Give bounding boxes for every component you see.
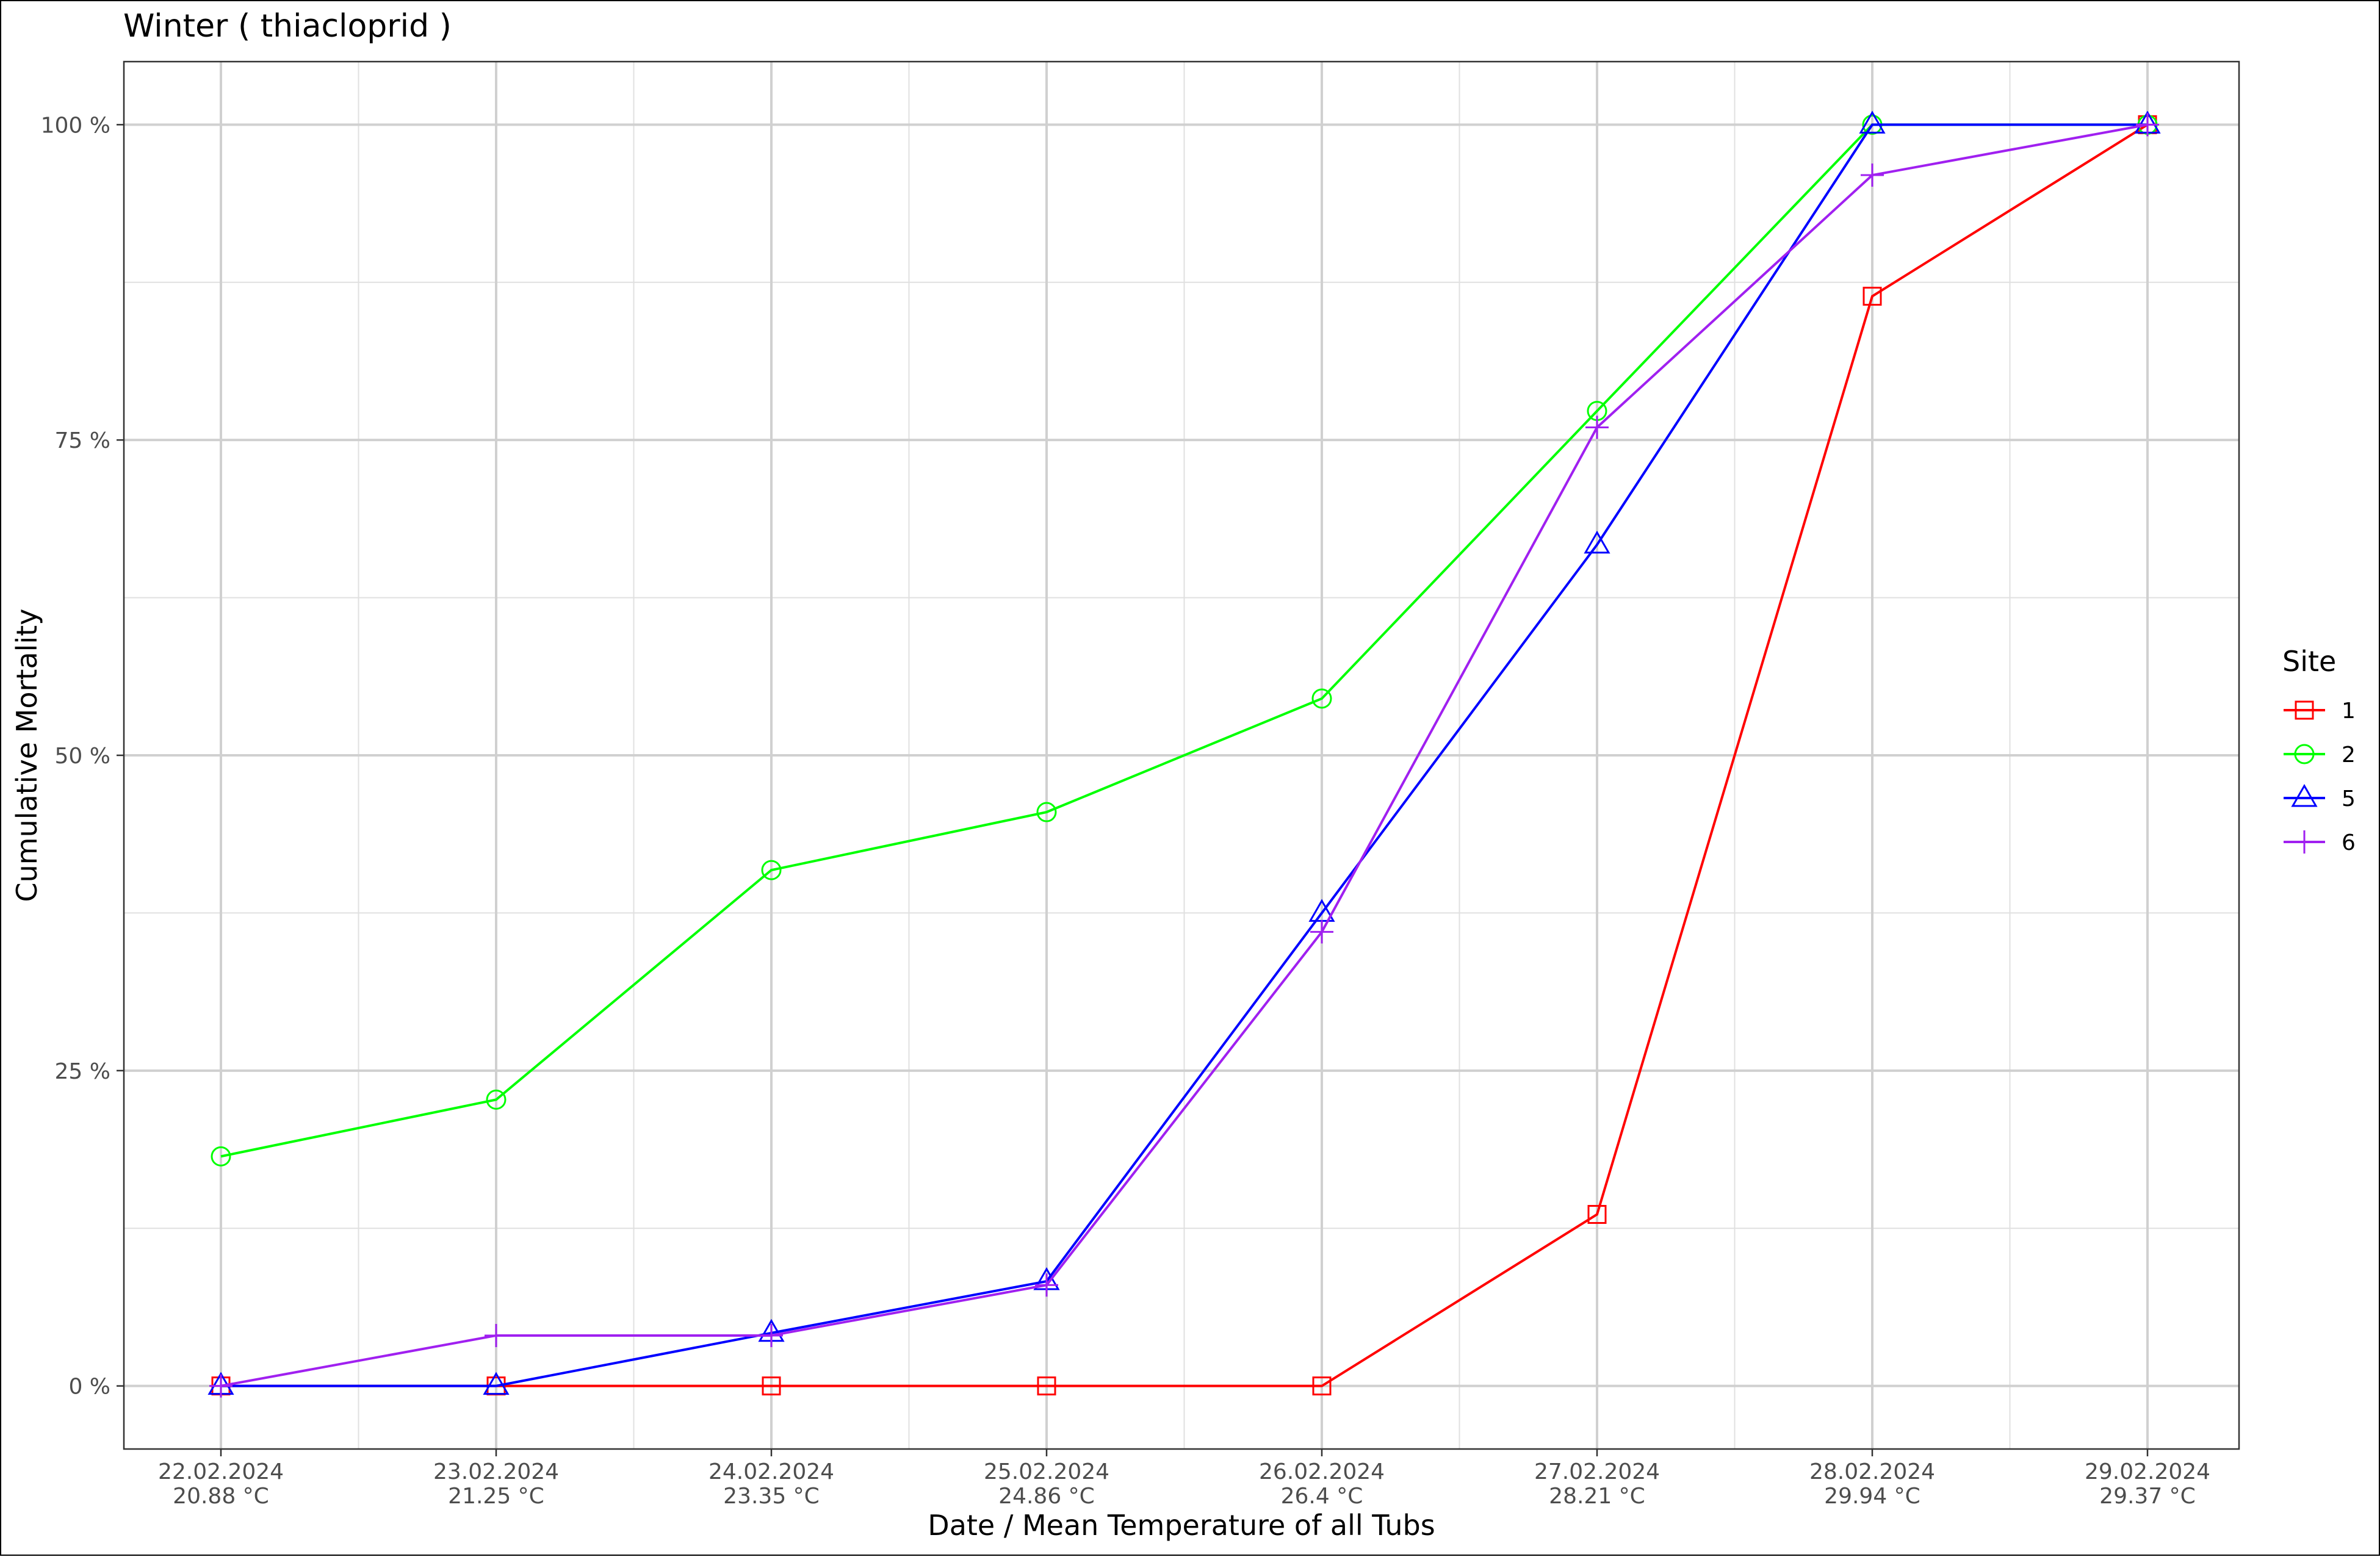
data-point-site-6 (1035, 1273, 1058, 1297)
data-point-site-2 (486, 1089, 507, 1110)
data-point-site-6 (2136, 113, 2159, 137)
data-point-site-2 (1311, 688, 1332, 709)
legend: Site 1 2 5 6 (2282, 645, 2356, 855)
data-point-site-5 (483, 1372, 510, 1395)
data-point-site-6 (1310, 920, 1333, 944)
data-point-site-2 (1036, 802, 1057, 822)
data-point-site-6 (485, 1323, 508, 1347)
x-tick-label-date: 24.02.2024 (709, 1459, 834, 1484)
data-point-site-5 (1859, 110, 1886, 134)
y-tick-label: 50 % (55, 744, 110, 769)
x-tick-label-temp: 29.94 °C (1824, 1484, 1920, 1509)
legend-label: 2 (2342, 743, 2356, 768)
legend-label: 5 (2342, 786, 2356, 811)
x-tick-label-date: 25.02.2024 (984, 1459, 1109, 1484)
x-tick-label-temp: 20.88 °C (173, 1484, 269, 1509)
y-tick-label: 25 % (55, 1059, 110, 1084)
x-tick-label-temp: 26.4 °C (1281, 1484, 1363, 1509)
y-tick-label: 75 % (55, 428, 110, 453)
y-tick-label: 0 % (68, 1375, 110, 1400)
series-line-6 (220, 123, 2148, 1387)
x-tick-label-date: 29.02.2024 (2085, 1459, 2210, 1484)
y-tick-label: 100 % (41, 113, 110, 138)
series-line-2 (220, 123, 2147, 1158)
series-line-5 (221, 123, 2147, 1387)
x-tick-label-temp: 29.37 °C (2099, 1484, 2196, 1509)
series-layer (207, 110, 2161, 1398)
series-6 (209, 113, 2159, 1398)
data-point-site-6 (1585, 415, 1609, 439)
y-axis-title: Cumulative Mortality (10, 609, 43, 902)
data-point-site-2 (211, 1146, 231, 1167)
data-point-site-1 (762, 1376, 781, 1396)
legend-item-6: 6 (2284, 830, 2356, 855)
data-point-site-6 (209, 1374, 233, 1398)
legend-item-1: 1 (2284, 699, 2356, 724)
data-point-site-6 (760, 1323, 783, 1347)
data-point-site-6 (1861, 164, 1884, 187)
data-point-site-5 (1584, 530, 1610, 554)
legend-label: 1 (2342, 699, 2356, 724)
series-line-1 (221, 123, 2149, 1387)
legend-title: Site (2282, 645, 2336, 678)
x-tick-label-temp: 21.25 °C (448, 1484, 544, 1509)
legend-key-marker (2294, 744, 2315, 764)
legend-key-marker (2291, 783, 2318, 807)
x-tick-label-temp: 24.86 °C (998, 1484, 1095, 1509)
x-axis-title: Date / Mean Temperature of all Tubs (928, 1509, 1435, 1542)
x-tick-label-date: 26.02.2024 (1259, 1459, 1385, 1484)
x-tick-label-temp: 23.35 °C (723, 1484, 820, 1509)
legend-item-2: 2 (2284, 743, 2356, 768)
y-axis: 0 % 25 % 50 % 75 % 100 % (41, 113, 124, 1400)
legend-label: 6 (2342, 830, 2356, 855)
data-point-site-1 (1863, 287, 1882, 306)
legend-key-marker (2293, 830, 2316, 854)
data-point-site-1 (1312, 1376, 1332, 1396)
chart-title: Winter ( thiacloprid ) (123, 8, 452, 45)
data-point-site-1 (1037, 1376, 1056, 1396)
x-tick-label-date: 22.02.2024 (158, 1459, 284, 1484)
legend-item-5: 5 (2284, 783, 2356, 811)
x-tick-label-date: 28.02.2024 (1809, 1459, 1935, 1484)
x-tick-label-date: 27.02.2024 (1534, 1459, 1660, 1484)
data-point-site-1 (1587, 1204, 1607, 1224)
x-tick-label-temp: 28.21 °C (1549, 1484, 1645, 1509)
data-point-site-2 (761, 860, 782, 880)
legend-key-marker (2295, 700, 2314, 720)
x-tick-label-date: 23.02.2024 (433, 1459, 559, 1484)
